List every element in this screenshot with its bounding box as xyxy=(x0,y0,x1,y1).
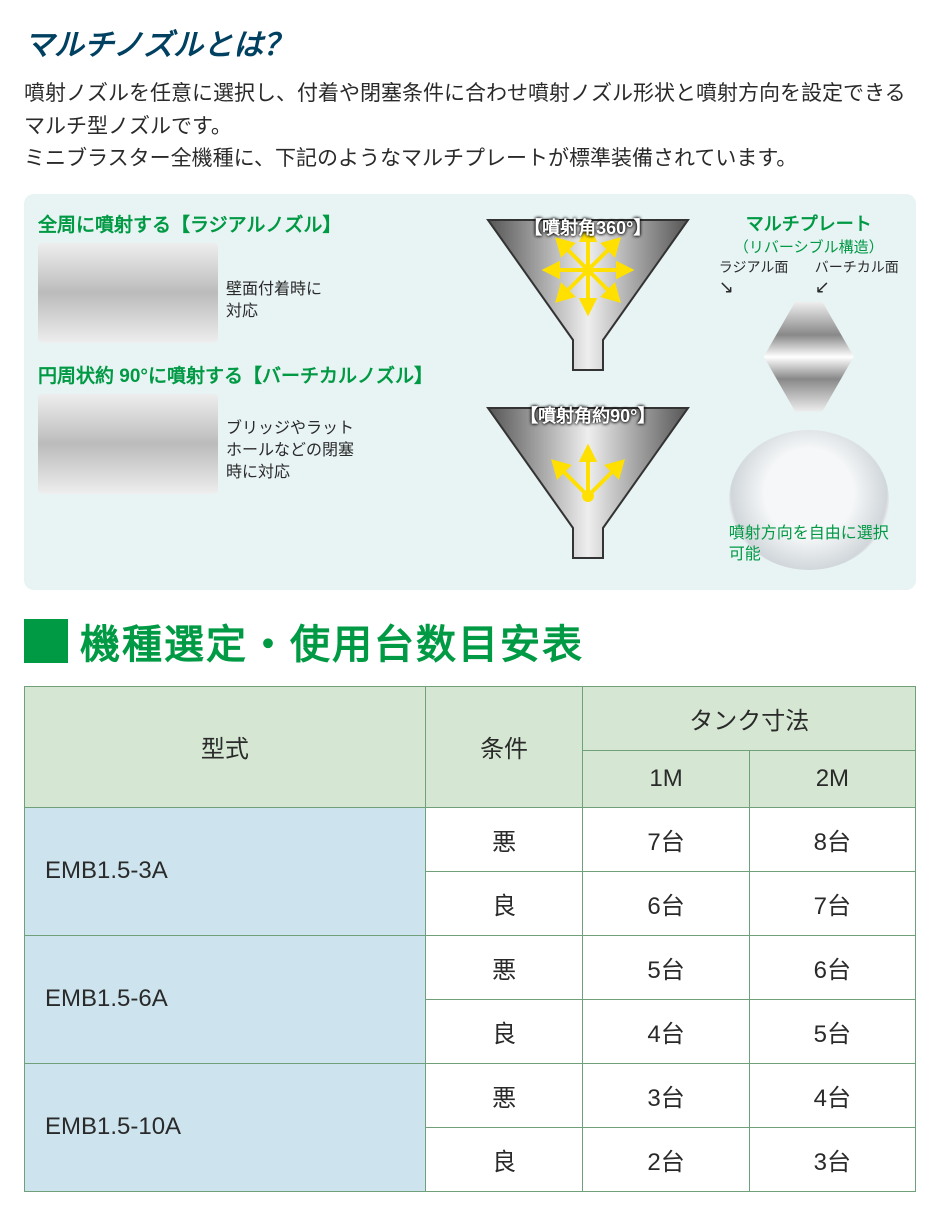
plate-title: マルチプレート xyxy=(746,210,872,236)
cell-cond: 良 xyxy=(425,1127,583,1191)
intro-text: 噴射ノズルを任意に選択し、付着や閉塞条件に合わせ噴射ノズル形状と噴射方向を設定で… xyxy=(24,78,916,176)
cell-cond: 悪 xyxy=(425,935,583,999)
hopper-90-label: 【噴射角約90°】 xyxy=(520,402,655,428)
page-title: マルチノズルとは？ xyxy=(24,20,916,64)
cell-2m: 4台 xyxy=(749,1063,915,1127)
section-heading: 機種選定・使用台数目安表 xyxy=(24,612,916,670)
cell-2m: 6台 xyxy=(749,935,915,999)
cell-1m: 4台 xyxy=(583,999,749,1063)
spec-table: 型式 条件 タンク寸法 1M 2M EMB1.5-3A 悪 7台 8台良 6台 … xyxy=(24,686,916,1192)
radial-label: 全周に噴射する【ラジアルノズル】 xyxy=(38,210,460,237)
cell-model: EMB1.5-6A xyxy=(25,935,426,1063)
cell-2m: 3台 xyxy=(749,1127,915,1191)
radial-desc: 壁面付着時に対応 xyxy=(226,243,336,324)
vertical-label: 円周状約 90°に噴射する【バーチカルノズル】 xyxy=(38,361,460,388)
col-2m: 2M xyxy=(749,750,915,807)
col-1m: 1M xyxy=(583,750,749,807)
section-heading-text: 機種選定・使用台数目安表 xyxy=(80,612,584,670)
table-row: EMB1.5-6A 悪 5台 6台 xyxy=(25,935,916,999)
hopper-90: 【噴射角約90°】 xyxy=(478,398,698,568)
cell-2m: 7台 xyxy=(749,871,915,935)
plate-image xyxy=(764,302,854,412)
cell-1m: 3台 xyxy=(583,1063,749,1127)
table-header-row: 型式 条件 タンク寸法 xyxy=(25,686,916,750)
cell-2m: 8台 xyxy=(749,807,915,871)
intro-line-1: 噴射ノズルを任意に選択し、付着や閉塞条件に合わせ噴射ノズル形状と噴射方向を設定で… xyxy=(24,82,906,138)
square-icon xyxy=(24,619,68,663)
cell-cond: 良 xyxy=(425,871,583,935)
col-model: 型式 xyxy=(25,686,426,807)
vertical-nozzle-block: 円周状約 90°に噴射する【バーチカルノズル】 ブリッジやラットホールなどの閉塞… xyxy=(38,361,460,494)
col-tank: タンク寸法 xyxy=(583,686,916,750)
table-row: EMB1.5-10A 悪 3台 4台 xyxy=(25,1063,916,1127)
cell-cond: 悪 xyxy=(425,1063,583,1127)
cell-2m: 5台 xyxy=(749,999,915,1063)
install-image: 噴射方向を自由に選択可能 xyxy=(729,430,889,570)
cell-1m: 6台 xyxy=(583,871,749,935)
cell-model: EMB1.5-3A xyxy=(25,807,426,935)
table-row: EMB1.5-3A 悪 7台 8台 xyxy=(25,807,916,871)
plate-right-face: バーチカル面 xyxy=(815,257,899,298)
plate-subtitle: （リバーシブル構造） xyxy=(734,236,884,257)
install-note: 噴射方向を自由に選択可能 xyxy=(729,524,899,566)
hopper-360: 【噴射角360°】 xyxy=(478,210,698,380)
plate-left-face: ラジアル面 xyxy=(719,257,789,298)
cell-model: EMB1.5-10A xyxy=(25,1063,426,1191)
nozzle-panel: 全周に噴射する【ラジアルノズル】 壁面付着時に対応 円周状約 90°に噴射する【… xyxy=(24,194,916,590)
intro-line-2: ミニブラスター全機種に、下記のようなマルチプレートが標準装備されています。 xyxy=(24,147,797,170)
radial-nozzle-block: 全周に噴射する【ラジアルノズル】 壁面付着時に対応 xyxy=(38,210,460,343)
vertical-desc: ブリッジやラットホールなどの閉塞時に対応 xyxy=(226,394,366,485)
cell-1m: 2台 xyxy=(583,1127,749,1191)
hopper-360-label: 【噴射角360°】 xyxy=(524,214,651,240)
plate-face-labels: ラジアル面 バーチカル面 xyxy=(719,257,899,298)
radial-nozzle-image xyxy=(38,243,218,343)
vertical-nozzle-image xyxy=(38,394,218,494)
cell-cond: 良 xyxy=(425,999,583,1063)
cell-1m: 5台 xyxy=(583,935,749,999)
cell-cond: 悪 xyxy=(425,807,583,871)
col-cond: 条件 xyxy=(425,686,583,807)
cell-1m: 7台 xyxy=(583,807,749,871)
